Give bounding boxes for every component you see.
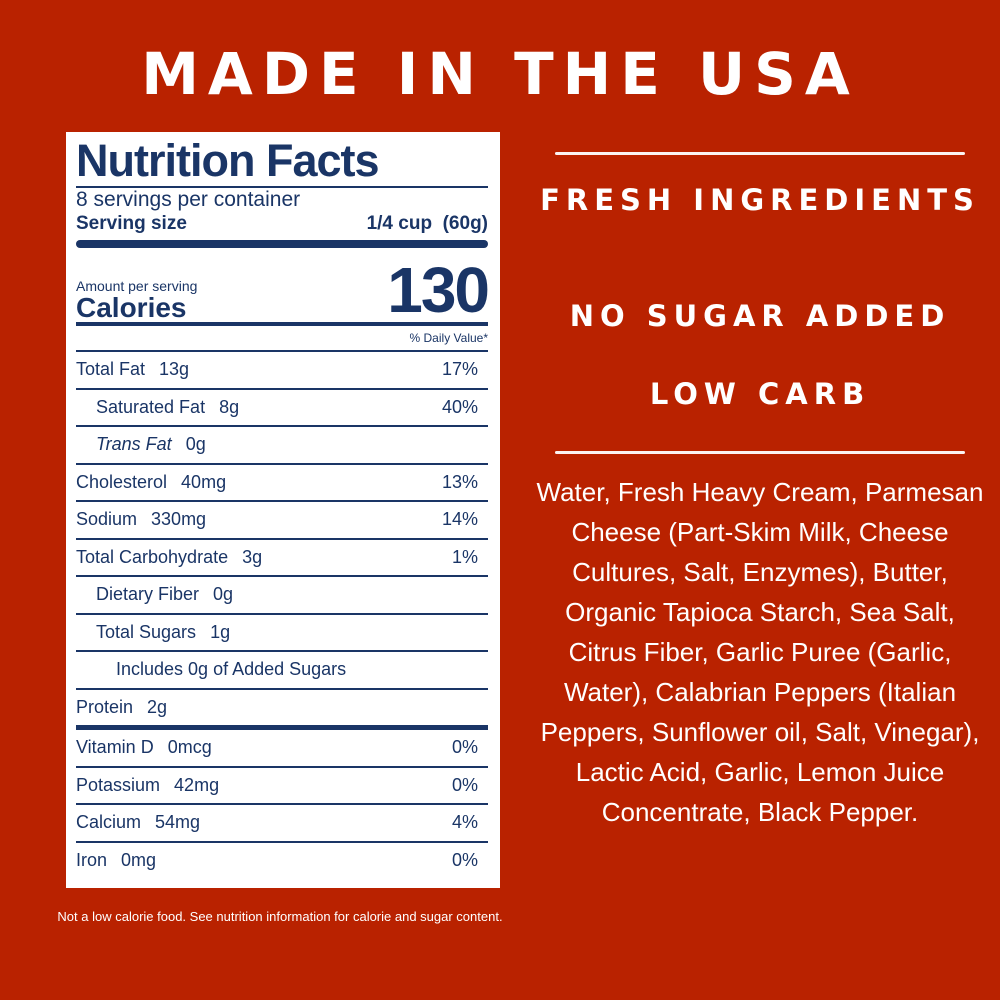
divider xyxy=(76,350,488,352)
nutrient-daily-value xyxy=(478,652,488,688)
nutrient-name: Protein xyxy=(76,696,134,717)
nutrient-row: Vitamin D 0mcg 0% xyxy=(76,730,488,768)
nutrient-row: Cholesterol 40mg 13% xyxy=(76,465,488,502)
nutrient-amount: 2g xyxy=(147,696,168,717)
nutrient-daily-value xyxy=(478,690,488,726)
nutrient-row: Protein 2g xyxy=(76,690,488,727)
nutrient-daily-value: 13% xyxy=(441,471,478,492)
nutrient-amount: 0g xyxy=(185,434,206,454)
serving-size: Serving size 1/4 cup (60g) xyxy=(76,212,488,236)
nutrient-amount: 330mg xyxy=(151,509,207,529)
claim-fresh-ingredients: FRESH INGREDIENTS xyxy=(540,183,980,217)
nutrient-name: Sodium xyxy=(76,509,138,529)
nutrient-name: Total Carbohydrate xyxy=(76,546,229,567)
calories-row: Amount per serving Calories 130 xyxy=(76,252,490,326)
nutrient-amount: 1g xyxy=(210,621,231,642)
nutrient-name: Total Sugars xyxy=(96,621,197,642)
nutrient-name: Total Fat xyxy=(76,359,146,379)
serving-size-value: 1/4 cup (60g) xyxy=(366,213,488,234)
nutrient-name: Calcium xyxy=(76,812,142,832)
calories-value: 130 xyxy=(387,254,490,326)
claim-no-sugar-added: NO SUGAR ADDED xyxy=(569,299,951,333)
nutrient-amount: 40mg xyxy=(181,471,227,492)
nutrient-daily-value xyxy=(478,615,488,651)
nutrient-row: Dietary Fiber 0g xyxy=(76,577,488,615)
nutrient-row: Sodium 330mg 14% xyxy=(76,502,488,540)
nutrient-daily-value xyxy=(478,427,488,463)
divider xyxy=(555,451,965,454)
divider xyxy=(76,240,488,248)
nutrition-facts-label: Nutrition Facts 8 servings per container… xyxy=(66,132,500,888)
nutrient-daily-value: 4% xyxy=(451,812,478,832)
divider xyxy=(555,152,965,155)
nutrient-amount: 13g xyxy=(159,359,190,379)
divider xyxy=(76,725,488,730)
nutrient-row: Saturated Fat 8g 40% xyxy=(76,390,488,427)
nutrient-name: Potassium xyxy=(76,774,161,795)
nutrient-amount: 0mg xyxy=(121,849,157,870)
footnote: Not a low calorie food. See nutrition in… xyxy=(57,909,503,924)
nutrient-amount: 3g xyxy=(242,546,263,567)
servings-per-container: 8 servings per container xyxy=(76,188,301,211)
nutrient-daily-value: 17% xyxy=(441,359,478,379)
nutrient-row: Total Fat 13g 17% xyxy=(76,352,488,390)
nutrient-amount: 8g xyxy=(219,396,240,417)
nutrient-amount: 54mg xyxy=(155,812,201,832)
nutrient-name: Iron xyxy=(76,849,108,870)
nutrient-daily-value: 0% xyxy=(451,737,478,757)
nutrient-name: Trans Fat xyxy=(96,434,172,454)
nutrient-name: Dietary Fiber xyxy=(96,584,200,604)
nutrient-row: Trans Fat 0g xyxy=(76,427,488,465)
nutrient-name: Vitamin D xyxy=(76,737,154,757)
daily-value-header: % Daily Value* xyxy=(409,331,488,345)
nutrient-daily-value xyxy=(478,577,488,613)
nutrient-amount: 0mcg xyxy=(167,737,212,757)
nutrient-daily-value: 0% xyxy=(451,774,478,795)
nutrient-row: Iron 0mg 0% xyxy=(76,843,488,879)
calories-label: Calories xyxy=(76,292,187,323)
divider xyxy=(76,322,488,326)
ingredients-list: Water, Fresh Heavy Cream, Parmesan Chees… xyxy=(536,477,984,827)
nutrient-name: Saturated Fat xyxy=(96,396,206,417)
headline: MADE IN THE USA xyxy=(141,40,859,108)
nutrient-name: Cholesterol xyxy=(76,471,168,492)
nutrient-daily-value: 14% xyxy=(441,509,478,529)
nutrient-daily-value: 40% xyxy=(441,396,478,417)
nutrient-name: Includes 0g of Added Sugars xyxy=(116,659,347,679)
nutrient-amount: 0g xyxy=(213,584,234,604)
nutrient-row: Potassium 42mg 0% xyxy=(76,768,488,805)
nutrient-row: Total Sugars 1g xyxy=(76,615,488,652)
nutrient-amount: 42mg xyxy=(174,774,220,795)
nutrient-row: Total Carbohydrate 3g 1% xyxy=(76,540,488,577)
claim-low-carb: LOW CARB xyxy=(649,377,871,411)
divider xyxy=(76,186,488,188)
nutrient-row: Calcium 54mg 4% xyxy=(76,805,488,843)
nutrient-daily-value: 0% xyxy=(451,849,478,870)
serving-size-label: Serving size xyxy=(76,213,187,234)
nutrient-daily-value: 1% xyxy=(451,546,478,567)
amount-per-serving: Amount per serving xyxy=(76,278,198,294)
label-title: Nutrition Facts xyxy=(76,135,380,186)
nutrient-row: Includes 0g of Added Sugars xyxy=(76,652,488,690)
